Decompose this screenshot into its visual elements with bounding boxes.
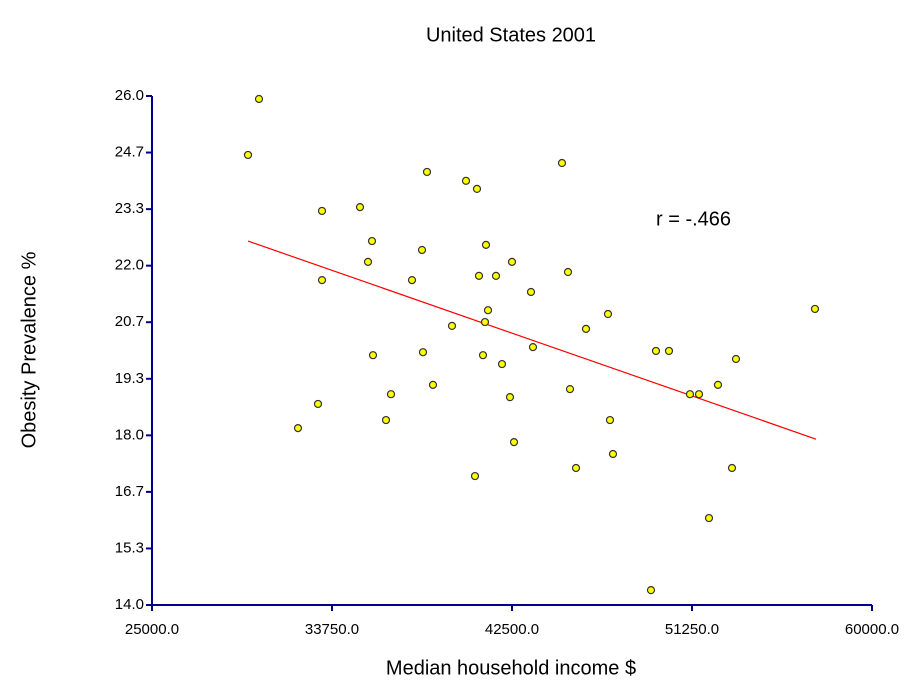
point: [713, 380, 723, 389]
point: [478, 351, 488, 360]
y-tick-label: 24.7: [115, 144, 144, 161]
y-tick-label: 18.0: [115, 426, 144, 443]
point: [317, 206, 327, 216]
y-tick-label: 16.7: [115, 483, 144, 500]
point: [422, 167, 432, 177]
point: [313, 399, 323, 409]
point: [509, 438, 519, 447]
point: [646, 586, 656, 595]
x-axis-label: Median household income $: [386, 657, 636, 679]
point: [483, 306, 493, 315]
point: [704, 513, 714, 523]
point: [694, 390, 704, 399]
point: [293, 424, 303, 433]
trend-line: [247, 240, 817, 440]
x-tick-label: 60000.0: [845, 621, 899, 638]
point: [474, 271, 484, 280]
point: [685, 390, 695, 399]
point: [243, 150, 253, 160]
point: [355, 203, 365, 212]
point: [731, 354, 741, 364]
point: [528, 343, 538, 352]
point: [526, 287, 536, 297]
point: [664, 346, 674, 356]
x-tick-label: 51250.0: [665, 621, 719, 638]
point: [565, 384, 575, 394]
point: [368, 351, 378, 360]
point: [480, 317, 490, 327]
point: [491, 271, 501, 280]
point: [472, 184, 482, 193]
point: [603, 309, 613, 319]
point: [571, 463, 581, 473]
y-tick-label: 22.0: [115, 257, 144, 274]
point: [810, 304, 820, 314]
y-tick-label: 14.0: [115, 596, 144, 613]
point: [407, 275, 417, 285]
point: [481, 240, 491, 249]
point: [381, 415, 391, 425]
point: [428, 380, 438, 389]
point: [608, 449, 618, 459]
point: [507, 257, 517, 266]
point: [497, 359, 507, 369]
point: [363, 257, 373, 266]
y-tick-label: 15.3: [115, 539, 144, 556]
point: [651, 346, 661, 356]
point: [461, 176, 471, 185]
y-tick-label: 20.7: [115, 313, 144, 330]
point: [727, 463, 737, 473]
chart-title: United States 2001: [426, 24, 596, 46]
x-tick-label: 25000.0: [125, 621, 179, 638]
y-axis-label: Obesity Prevalence %: [18, 251, 40, 448]
x-tick-label: 42500.0: [485, 621, 539, 638]
x-tick-label: 33750.0: [305, 621, 359, 638]
point: [317, 275, 327, 285]
point: [254, 94, 264, 104]
point: [581, 324, 591, 333]
point: [505, 393, 515, 402]
point: [417, 245, 427, 255]
point: [367, 236, 377, 246]
y-tick-label: 26.0: [115, 87, 144, 104]
point: [563, 267, 573, 277]
y-tick-label: 19.3: [115, 370, 144, 387]
point: [418, 348, 428, 357]
point: [386, 390, 396, 399]
y-tick-label: 23.3: [115, 200, 144, 217]
point: [447, 321, 457, 330]
point: [605, 415, 615, 425]
point: [557, 158, 567, 168]
annotation: r = -.466: [656, 208, 731, 230]
point: [470, 471, 480, 481]
